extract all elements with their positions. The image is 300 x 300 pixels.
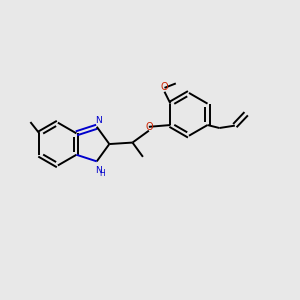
- Text: O: O: [161, 82, 168, 92]
- Text: N: N: [95, 166, 102, 175]
- Text: N: N: [95, 116, 102, 125]
- Text: H: H: [99, 169, 105, 178]
- Text: O: O: [146, 122, 153, 132]
